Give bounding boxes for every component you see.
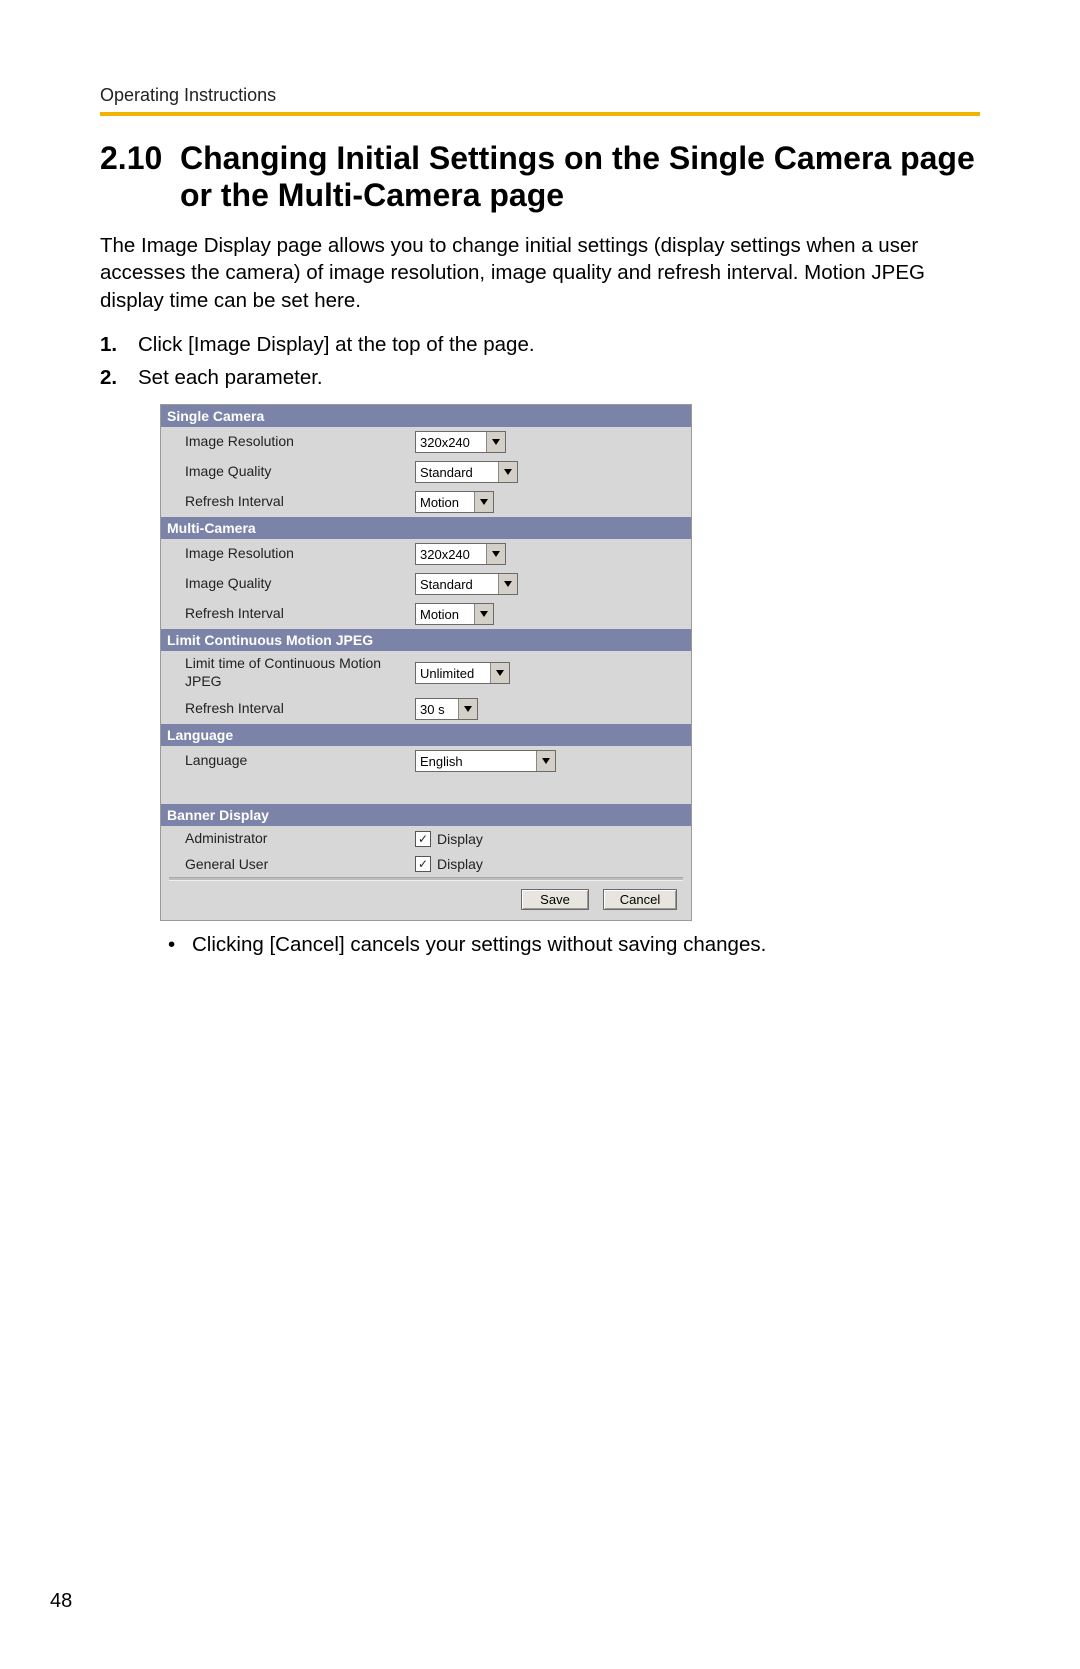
document-page: Operating Instructions 2.10 Changing Ini… [0, 0, 1080, 1669]
intro-paragraph: The Image Display page allows you to cha… [100, 232, 980, 315]
section-header-banner-display: Banner Display [161, 804, 691, 826]
header-rule [100, 112, 980, 116]
field-banner-user: General User ✓ Display [161, 852, 691, 878]
label-single-refresh: Refresh Interval [161, 493, 415, 511]
select-value: Motion [416, 604, 474, 624]
chevron-down-icon [458, 699, 477, 719]
select-value: Unlimited [416, 663, 490, 683]
section-number: 2.10 [100, 140, 180, 177]
select-single-resolution[interactable]: 320x240 [415, 431, 506, 453]
select-multi-refresh[interactable]: Motion [415, 603, 494, 625]
chevron-down-icon [474, 604, 493, 624]
label-language: Language [161, 752, 415, 770]
select-multi-quality[interactable]: Standard [415, 573, 518, 595]
label-limit-refresh: Refresh Interval [161, 700, 415, 718]
page-number: 48 [50, 1590, 72, 1613]
chevron-down-icon [490, 663, 509, 683]
label-banner-admin: Administrator [161, 830, 415, 848]
chevron-down-icon [498, 462, 517, 482]
panel-gap [161, 776, 691, 804]
select-value: Motion [416, 492, 474, 512]
cancel-note: Clicking [Cancel] cancels your settings … [168, 933, 980, 957]
save-button[interactable]: Save [521, 889, 589, 910]
checkbox-banner-user[interactable]: ✓ Display [415, 856, 483, 872]
field-limit-refresh: Refresh Interval 30 s [161, 694, 691, 724]
steps-list: Click [Image Display] at the top of the … [100, 329, 980, 395]
label-single-resolution: Image Resolution [161, 433, 415, 451]
select-value: English [416, 751, 536, 771]
section-heading: 2.10 Changing Initial Settings on the Si… [100, 140, 980, 214]
chevron-down-icon [474, 492, 493, 512]
select-value: 320x240 [416, 432, 486, 452]
chevron-down-icon [498, 574, 517, 594]
step-1: Click [Image Display] at the top of the … [100, 329, 980, 361]
field-language: Language English [161, 746, 691, 776]
step-2: Set each parameter. [100, 362, 980, 394]
section-header-multi-camera: Multi-Camera [161, 517, 691, 539]
select-value: Standard [416, 574, 498, 594]
select-single-quality[interactable]: Standard [415, 461, 518, 483]
cancel-button[interactable]: Cancel [603, 889, 677, 910]
checkbox-label: Display [437, 856, 483, 872]
field-limit-time: Limit time of Continuous Motion JPEG Unl… [161, 651, 691, 694]
label-single-quality: Image Quality [161, 463, 415, 481]
select-single-refresh[interactable]: Motion [415, 491, 494, 513]
settings-panel: Single Camera Image Resolution 320x240 I… [160, 404, 692, 921]
label-banner-user: General User [161, 856, 415, 874]
field-single-quality: Image Quality Standard [161, 457, 691, 487]
select-multi-resolution[interactable]: 320x240 [415, 543, 506, 565]
select-language[interactable]: English [415, 750, 556, 772]
section-title: Changing Initial Settings on the Single … [180, 140, 980, 214]
field-multi-quality: Image Quality Standard [161, 569, 691, 599]
chevron-down-icon [486, 432, 505, 452]
select-value: 320x240 [416, 544, 486, 564]
label-multi-quality: Image Quality [161, 575, 415, 593]
check-icon: ✓ [415, 856, 431, 872]
field-single-refresh: Refresh Interval Motion [161, 487, 691, 517]
select-limit-refresh[interactable]: 30 s [415, 698, 478, 720]
select-limit-time[interactable]: Unlimited [415, 662, 510, 684]
section-header-limit-mjpeg: Limit Continuous Motion JPEG [161, 629, 691, 651]
section-header-single-camera: Single Camera [161, 405, 691, 427]
settings-panel-wrap: Single Camera Image Resolution 320x240 I… [160, 404, 980, 921]
section-header-language: Language [161, 724, 691, 746]
select-value: 30 s [416, 699, 458, 719]
label-multi-resolution: Image Resolution [161, 545, 415, 563]
checkbox-banner-admin[interactable]: ✓ Display [415, 831, 483, 847]
field-multi-resolution: Image Resolution 320x240 [161, 539, 691, 569]
label-limit-time: Limit time of Continuous Motion JPEG [161, 655, 415, 690]
running-head: Operating Instructions [100, 85, 980, 106]
field-banner-admin: Administrator ✓ Display [161, 826, 691, 852]
check-icon: ✓ [415, 831, 431, 847]
field-single-resolution: Image Resolution 320x240 [161, 427, 691, 457]
panel-buttons: Save Cancel [161, 881, 691, 920]
select-value: Standard [416, 462, 498, 482]
field-multi-refresh: Refresh Interval Motion [161, 599, 691, 629]
chevron-down-icon [536, 751, 555, 771]
checkbox-label: Display [437, 831, 483, 847]
chevron-down-icon [486, 544, 505, 564]
label-multi-refresh: Refresh Interval [161, 605, 415, 623]
